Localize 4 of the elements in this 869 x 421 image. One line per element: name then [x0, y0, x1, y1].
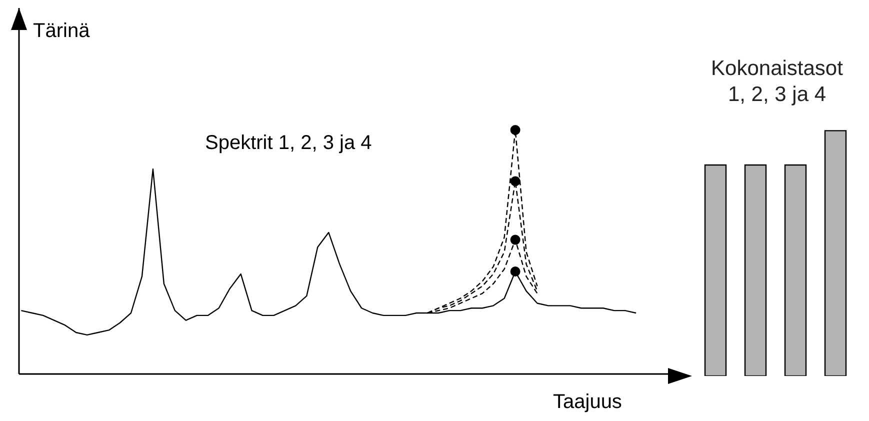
- x-axis-title: Taajuus: [553, 391, 622, 414]
- annotation: Spektrit 1, 2, 3 ja 4: [205, 132, 372, 155]
- chart-title: Kokonaistasot 1, 2, 3 ja 4: [710, 56, 844, 108]
- y-axis-title: Tärinä: [33, 20, 90, 43]
